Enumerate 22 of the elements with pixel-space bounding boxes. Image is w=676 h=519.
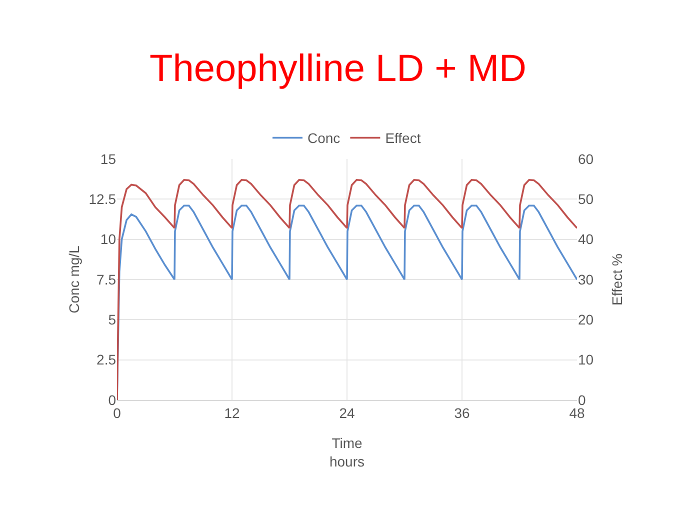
y-tick-label: 15 — [100, 150, 116, 167]
y-tick-label: 12.5 — [88, 191, 116, 208]
y-tick-label: 5 — [108, 312, 116, 328]
chart-title: Theophylline LD + MD — [149, 48, 527, 90]
legend-label: Effect — [385, 130, 421, 146]
y2-tick-label: 20 — [578, 312, 594, 328]
y2-tick-label: 50 — [578, 191, 594, 208]
x-axis-title: Time hours — [329, 435, 365, 470]
y2-tick-label: 40 — [578, 231, 594, 248]
y2-axis-title: Effect % — [609, 254, 625, 306]
y2-tick-label: 60 — [578, 150, 594, 167]
x-tick-label: 24 — [339, 404, 355, 421]
y2-tick-label: 10 — [578, 352, 594, 368]
y-tick-label: 7.5 — [96, 271, 116, 288]
x-tick-label: 36 — [454, 404, 470, 421]
legend-label: Conc — [308, 130, 340, 146]
y2-tick-label: 30 — [578, 271, 594, 288]
y-axis-title: Conc mg/L — [66, 245, 82, 314]
y-tick-label: 2.5 — [96, 352, 116, 368]
y-tick-label: 10 — [100, 231, 116, 248]
x-tick-label: 12 — [224, 404, 240, 421]
y-tick-label: 0 — [108, 392, 116, 408]
